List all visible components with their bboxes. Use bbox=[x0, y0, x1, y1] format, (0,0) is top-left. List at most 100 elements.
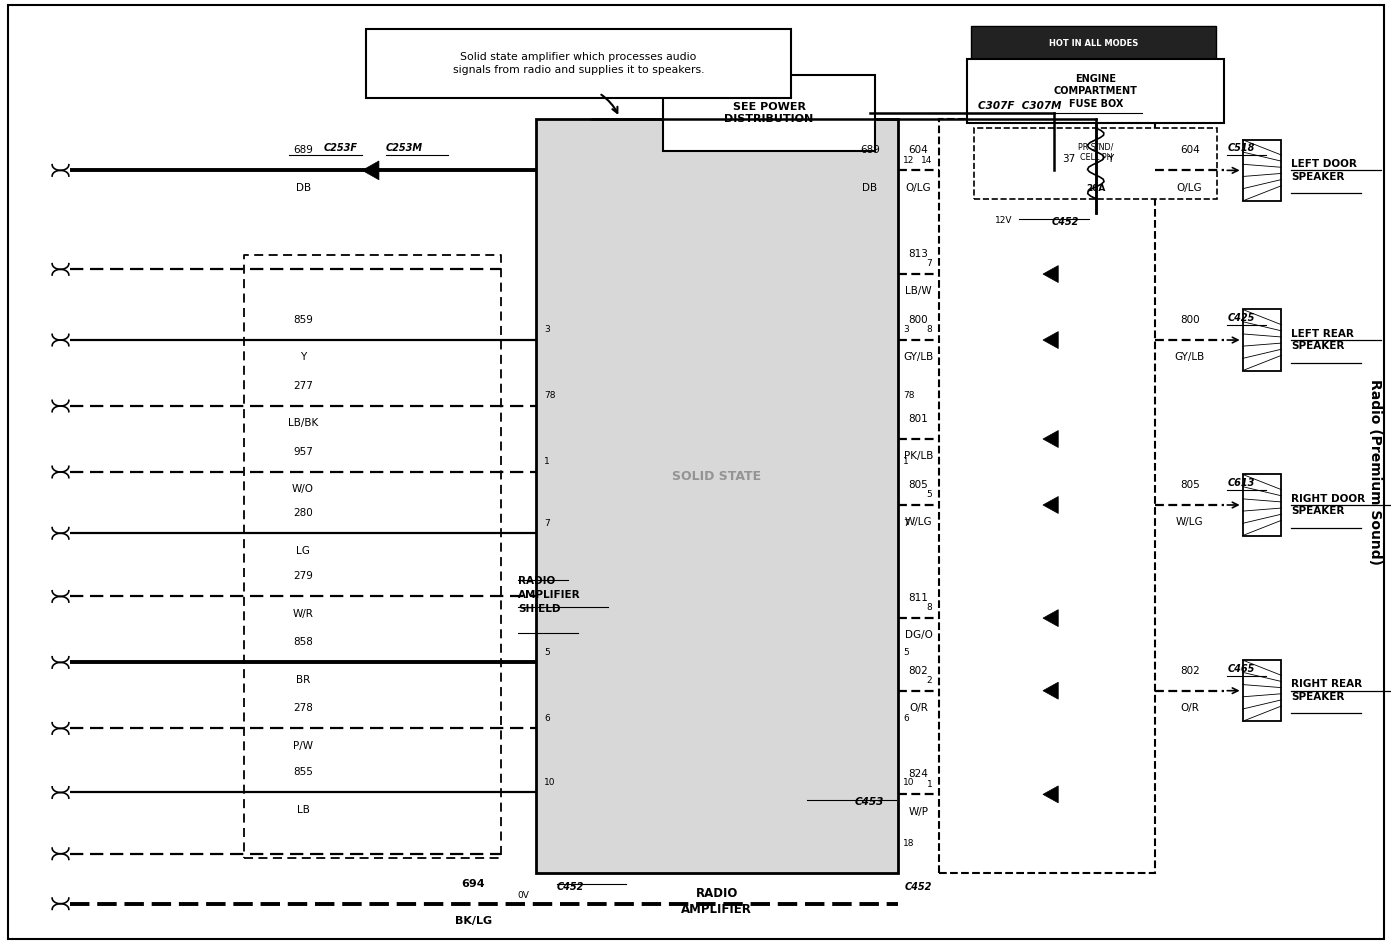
Text: GY/LB: GY/LB bbox=[903, 352, 934, 362]
Text: 689: 689 bbox=[860, 145, 880, 155]
Text: W/P: W/P bbox=[909, 806, 928, 817]
Text: C613: C613 bbox=[1228, 478, 1254, 488]
FancyBboxPatch shape bbox=[974, 128, 1218, 198]
Text: 8: 8 bbox=[927, 326, 933, 334]
Text: C452: C452 bbox=[1052, 217, 1079, 228]
Text: 604: 604 bbox=[1180, 145, 1200, 155]
Text: C518: C518 bbox=[1228, 143, 1254, 153]
Text: 18: 18 bbox=[903, 839, 915, 848]
Text: O/LG: O/LG bbox=[1176, 182, 1203, 193]
Text: C452: C452 bbox=[905, 882, 933, 892]
Text: C307F  C307M: C307F C307M bbox=[977, 101, 1061, 111]
Text: Y: Y bbox=[1107, 154, 1114, 163]
Text: 824: 824 bbox=[909, 769, 928, 780]
Text: W/O: W/O bbox=[292, 484, 315, 495]
Text: 5: 5 bbox=[544, 648, 550, 657]
Text: 7: 7 bbox=[927, 260, 933, 268]
Text: 78: 78 bbox=[544, 392, 555, 400]
Text: PR S/ND/
CELL PH: PR S/ND/ CELL PH bbox=[1079, 143, 1114, 162]
Text: 813: 813 bbox=[909, 249, 928, 259]
Text: LB: LB bbox=[296, 804, 309, 815]
Text: 855: 855 bbox=[294, 767, 313, 778]
Text: 10: 10 bbox=[544, 778, 555, 787]
Text: 805: 805 bbox=[909, 480, 928, 490]
Text: 1: 1 bbox=[903, 457, 909, 466]
Text: Radio (Premium Sound): Radio (Premium Sound) bbox=[1367, 379, 1382, 565]
FancyBboxPatch shape bbox=[1243, 140, 1282, 201]
FancyBboxPatch shape bbox=[663, 76, 876, 151]
Text: C453: C453 bbox=[855, 797, 884, 807]
Text: 12V: 12V bbox=[995, 215, 1012, 225]
Text: Y: Y bbox=[301, 352, 306, 362]
Text: 811: 811 bbox=[909, 593, 928, 603]
Text: 604: 604 bbox=[909, 145, 928, 155]
Text: 957: 957 bbox=[294, 447, 313, 457]
Text: 802: 802 bbox=[1180, 666, 1200, 676]
Text: LEFT REAR
SPEAKER: LEFT REAR SPEAKER bbox=[1292, 329, 1354, 351]
Text: 6: 6 bbox=[544, 714, 550, 723]
Text: 805: 805 bbox=[1180, 480, 1200, 490]
Text: 5: 5 bbox=[903, 648, 909, 657]
Text: W/LG: W/LG bbox=[905, 517, 933, 528]
Text: 8: 8 bbox=[927, 603, 933, 613]
FancyBboxPatch shape bbox=[940, 119, 1155, 872]
Text: 1: 1 bbox=[927, 780, 933, 789]
Text: O/R: O/R bbox=[1180, 703, 1199, 713]
Text: LB/W: LB/W bbox=[905, 286, 931, 296]
Text: LG: LG bbox=[296, 546, 310, 555]
Text: 3: 3 bbox=[544, 326, 550, 334]
FancyBboxPatch shape bbox=[967, 59, 1225, 124]
Text: RADIO
AMPLIFIER
SHIELD: RADIO AMPLIFIER SHIELD bbox=[518, 576, 580, 614]
Text: 7: 7 bbox=[903, 518, 909, 528]
Text: 10: 10 bbox=[903, 778, 915, 787]
Polygon shape bbox=[1043, 497, 1058, 514]
Text: 278: 278 bbox=[294, 703, 313, 714]
Text: SEE POWER
DISTRIBUTION: SEE POWER DISTRIBUTION bbox=[724, 102, 814, 124]
Text: 801: 801 bbox=[909, 413, 928, 424]
FancyBboxPatch shape bbox=[366, 29, 791, 98]
Text: DB: DB bbox=[862, 182, 877, 193]
Text: GY/LB: GY/LB bbox=[1175, 352, 1205, 362]
Text: RIGHT DOOR
SPEAKER: RIGHT DOOR SPEAKER bbox=[1292, 494, 1366, 516]
Text: PK/LB: PK/LB bbox=[903, 451, 933, 462]
Text: P/W: P/W bbox=[294, 741, 313, 750]
Polygon shape bbox=[1043, 265, 1058, 282]
Text: 7: 7 bbox=[544, 518, 550, 528]
Text: W/R: W/R bbox=[292, 609, 313, 618]
Text: 800: 800 bbox=[909, 315, 928, 325]
Text: O/LG: O/LG bbox=[906, 182, 931, 193]
FancyBboxPatch shape bbox=[1243, 310, 1282, 371]
Text: SOLID STATE: SOLID STATE bbox=[672, 470, 761, 483]
Text: 6: 6 bbox=[903, 714, 909, 723]
Text: RIGHT REAR
SPEAKER: RIGHT REAR SPEAKER bbox=[1292, 680, 1363, 702]
Polygon shape bbox=[1043, 683, 1058, 700]
Text: 37: 37 bbox=[1062, 154, 1075, 163]
Text: 20A: 20A bbox=[1086, 183, 1105, 193]
FancyBboxPatch shape bbox=[972, 26, 1217, 61]
Text: HOT IN ALL MODES: HOT IN ALL MODES bbox=[1050, 39, 1139, 48]
Text: C253M: C253M bbox=[386, 143, 423, 153]
Text: 689: 689 bbox=[294, 145, 313, 155]
Text: 858: 858 bbox=[294, 637, 313, 648]
Text: 859: 859 bbox=[294, 315, 313, 325]
Polygon shape bbox=[362, 160, 379, 179]
Text: ENGINE
COMPARTMENT
FUSE BOX: ENGINE COMPARTMENT FUSE BOX bbox=[1054, 74, 1137, 109]
Text: W/LG: W/LG bbox=[1176, 517, 1204, 528]
Text: 5: 5 bbox=[927, 490, 933, 499]
Text: O/R: O/R bbox=[909, 703, 928, 713]
Polygon shape bbox=[1043, 161, 1058, 178]
Text: C425: C425 bbox=[1228, 313, 1254, 323]
Polygon shape bbox=[1043, 331, 1058, 348]
Text: 14: 14 bbox=[922, 156, 933, 164]
Text: C253F: C253F bbox=[324, 143, 358, 153]
Text: 3: 3 bbox=[903, 326, 909, 334]
Text: C452: C452 bbox=[557, 882, 585, 892]
Polygon shape bbox=[1043, 430, 1058, 447]
Text: LEFT DOOR
SPEAKER: LEFT DOOR SPEAKER bbox=[1292, 160, 1357, 181]
Text: 694: 694 bbox=[462, 879, 486, 888]
FancyBboxPatch shape bbox=[536, 119, 898, 872]
Text: BK/LG: BK/LG bbox=[455, 916, 491, 926]
Text: 78: 78 bbox=[903, 392, 915, 400]
Text: 12: 12 bbox=[903, 156, 915, 164]
Text: C465: C465 bbox=[1228, 664, 1254, 674]
